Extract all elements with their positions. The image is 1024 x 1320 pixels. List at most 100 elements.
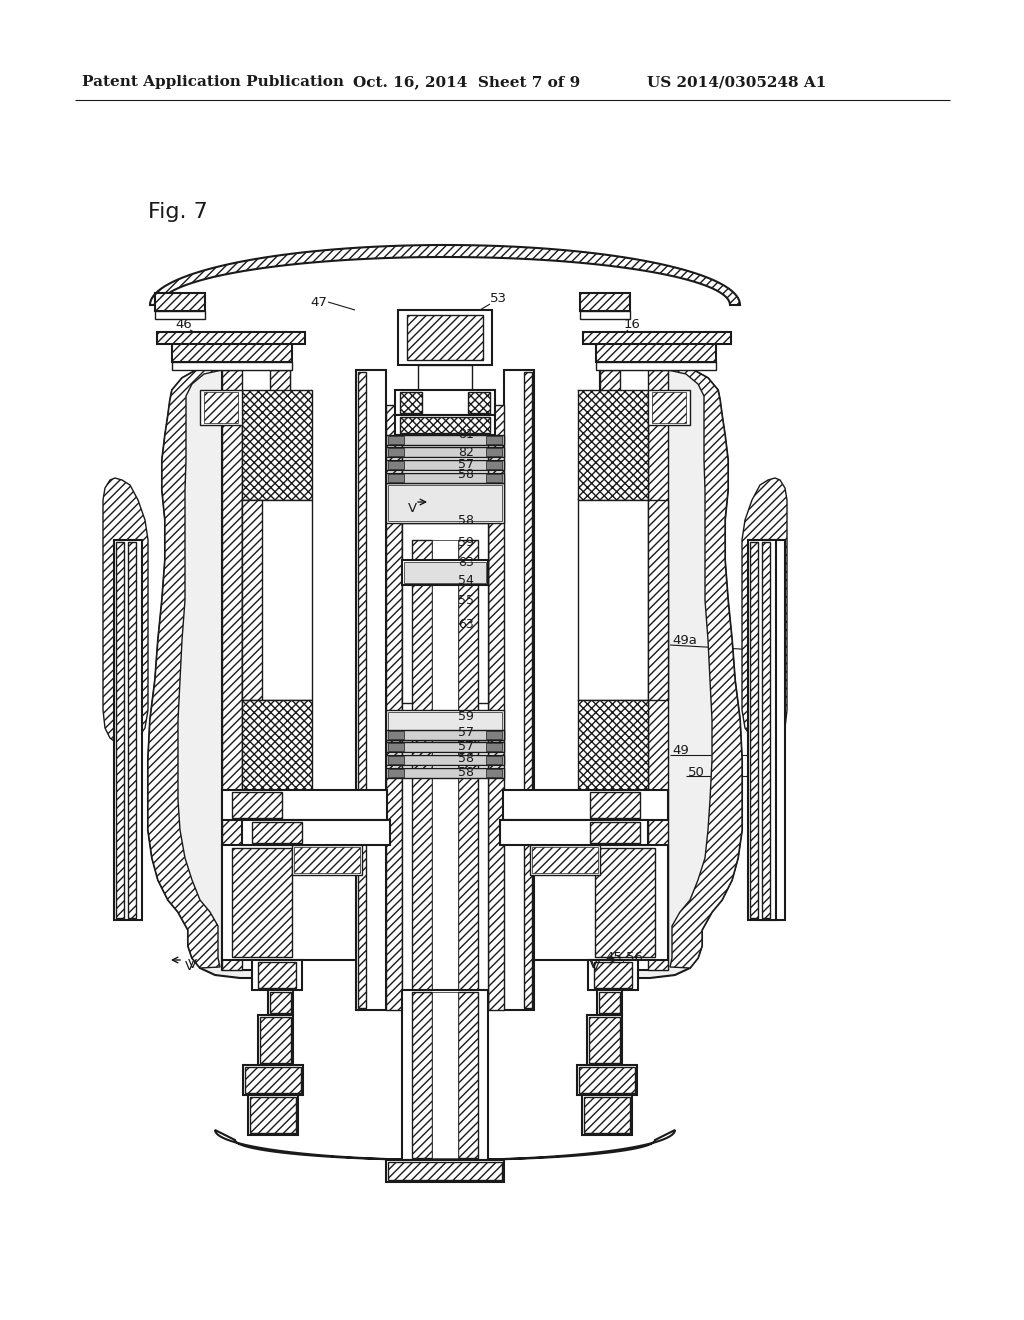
Bar — [245, 1067, 301, 1093]
Bar — [395, 389, 495, 414]
Bar — [648, 500, 668, 700]
Bar — [486, 436, 502, 444]
Text: 83: 83 — [458, 556, 474, 569]
Bar — [486, 743, 502, 751]
Text: V: V — [408, 502, 417, 515]
Bar — [488, 405, 504, 1010]
Bar — [250, 1097, 296, 1133]
Bar — [232, 792, 282, 818]
Bar — [128, 543, 136, 917]
Bar — [412, 993, 432, 1158]
Bar — [578, 700, 648, 789]
Bar — [386, 742, 504, 752]
Bar — [432, 993, 458, 1158]
Bar — [386, 710, 504, 741]
Bar — [432, 540, 458, 990]
Text: 59: 59 — [458, 710, 474, 722]
Text: 49a: 49a — [672, 634, 697, 647]
Bar — [386, 459, 504, 470]
Text: 82: 82 — [458, 446, 474, 458]
Bar — [400, 417, 490, 433]
Bar — [400, 392, 422, 413]
Bar — [258, 962, 296, 987]
Bar — [513, 845, 668, 960]
Bar — [388, 731, 404, 739]
Text: 53: 53 — [490, 292, 507, 305]
Bar — [268, 990, 293, 1015]
Bar — [468, 392, 490, 413]
Bar — [358, 372, 366, 1008]
Text: 57: 57 — [458, 726, 474, 738]
Bar — [458, 993, 478, 1158]
Bar — [590, 822, 640, 843]
Text: US 2014/0305248 A1: US 2014/0305248 A1 — [647, 75, 826, 88]
Bar — [458, 540, 478, 990]
Bar — [577, 1065, 637, 1096]
Text: 57: 57 — [458, 739, 474, 752]
Bar — [388, 436, 404, 444]
Text: 58: 58 — [458, 513, 474, 527]
Bar — [600, 370, 620, 810]
Bar — [486, 447, 502, 455]
Text: V: V — [185, 961, 195, 974]
Text: 57: 57 — [458, 458, 474, 470]
Bar — [594, 962, 632, 987]
Bar — [388, 711, 502, 738]
Bar — [580, 293, 630, 312]
Bar — [386, 1160, 504, 1181]
Bar — [579, 1067, 635, 1093]
Text: 58: 58 — [458, 469, 474, 482]
Bar — [530, 845, 600, 875]
Bar — [200, 389, 242, 425]
Text: 59: 59 — [458, 536, 474, 549]
Bar — [652, 392, 686, 422]
Bar — [388, 756, 404, 764]
Bar — [762, 543, 770, 917]
Bar — [500, 820, 648, 845]
Bar — [386, 730, 504, 741]
Bar — [356, 370, 386, 1010]
Bar — [388, 447, 404, 455]
Bar — [590, 792, 640, 818]
Bar — [270, 370, 290, 810]
Text: 58: 58 — [458, 767, 474, 780]
Bar — [388, 770, 404, 777]
Bar — [578, 500, 648, 700]
Text: 55: 55 — [458, 594, 474, 606]
Polygon shape — [215, 1130, 675, 1160]
Text: V: V — [591, 961, 600, 974]
Bar — [243, 1065, 303, 1096]
Bar — [599, 993, 620, 1012]
Bar — [486, 474, 502, 482]
Bar — [388, 1162, 502, 1180]
Polygon shape — [150, 246, 740, 305]
Bar — [760, 540, 785, 920]
Bar — [232, 847, 292, 957]
Bar — [155, 312, 205, 319]
Bar — [258, 1015, 293, 1065]
Bar — [418, 366, 472, 405]
Bar — [222, 789, 387, 820]
Bar — [486, 756, 502, 764]
Text: 50: 50 — [688, 766, 705, 779]
Bar — [270, 993, 291, 1012]
Bar — [532, 847, 598, 873]
Bar — [155, 293, 205, 312]
Polygon shape — [103, 478, 148, 744]
Bar — [386, 483, 504, 523]
Text: Oct. 16, 2014  Sheet 7 of 9: Oct. 16, 2014 Sheet 7 of 9 — [353, 75, 581, 88]
Bar — [388, 743, 404, 751]
Text: 63: 63 — [458, 619, 474, 631]
Bar — [292, 845, 362, 875]
Bar — [402, 990, 488, 1160]
Bar — [114, 540, 142, 920]
Bar — [486, 461, 502, 469]
Bar — [504, 370, 534, 1010]
Bar — [252, 960, 302, 990]
Bar — [404, 562, 486, 583]
Bar — [503, 789, 668, 820]
Bar — [648, 370, 668, 970]
Bar — [596, 341, 716, 362]
Bar — [242, 389, 312, 500]
Polygon shape — [148, 362, 222, 968]
